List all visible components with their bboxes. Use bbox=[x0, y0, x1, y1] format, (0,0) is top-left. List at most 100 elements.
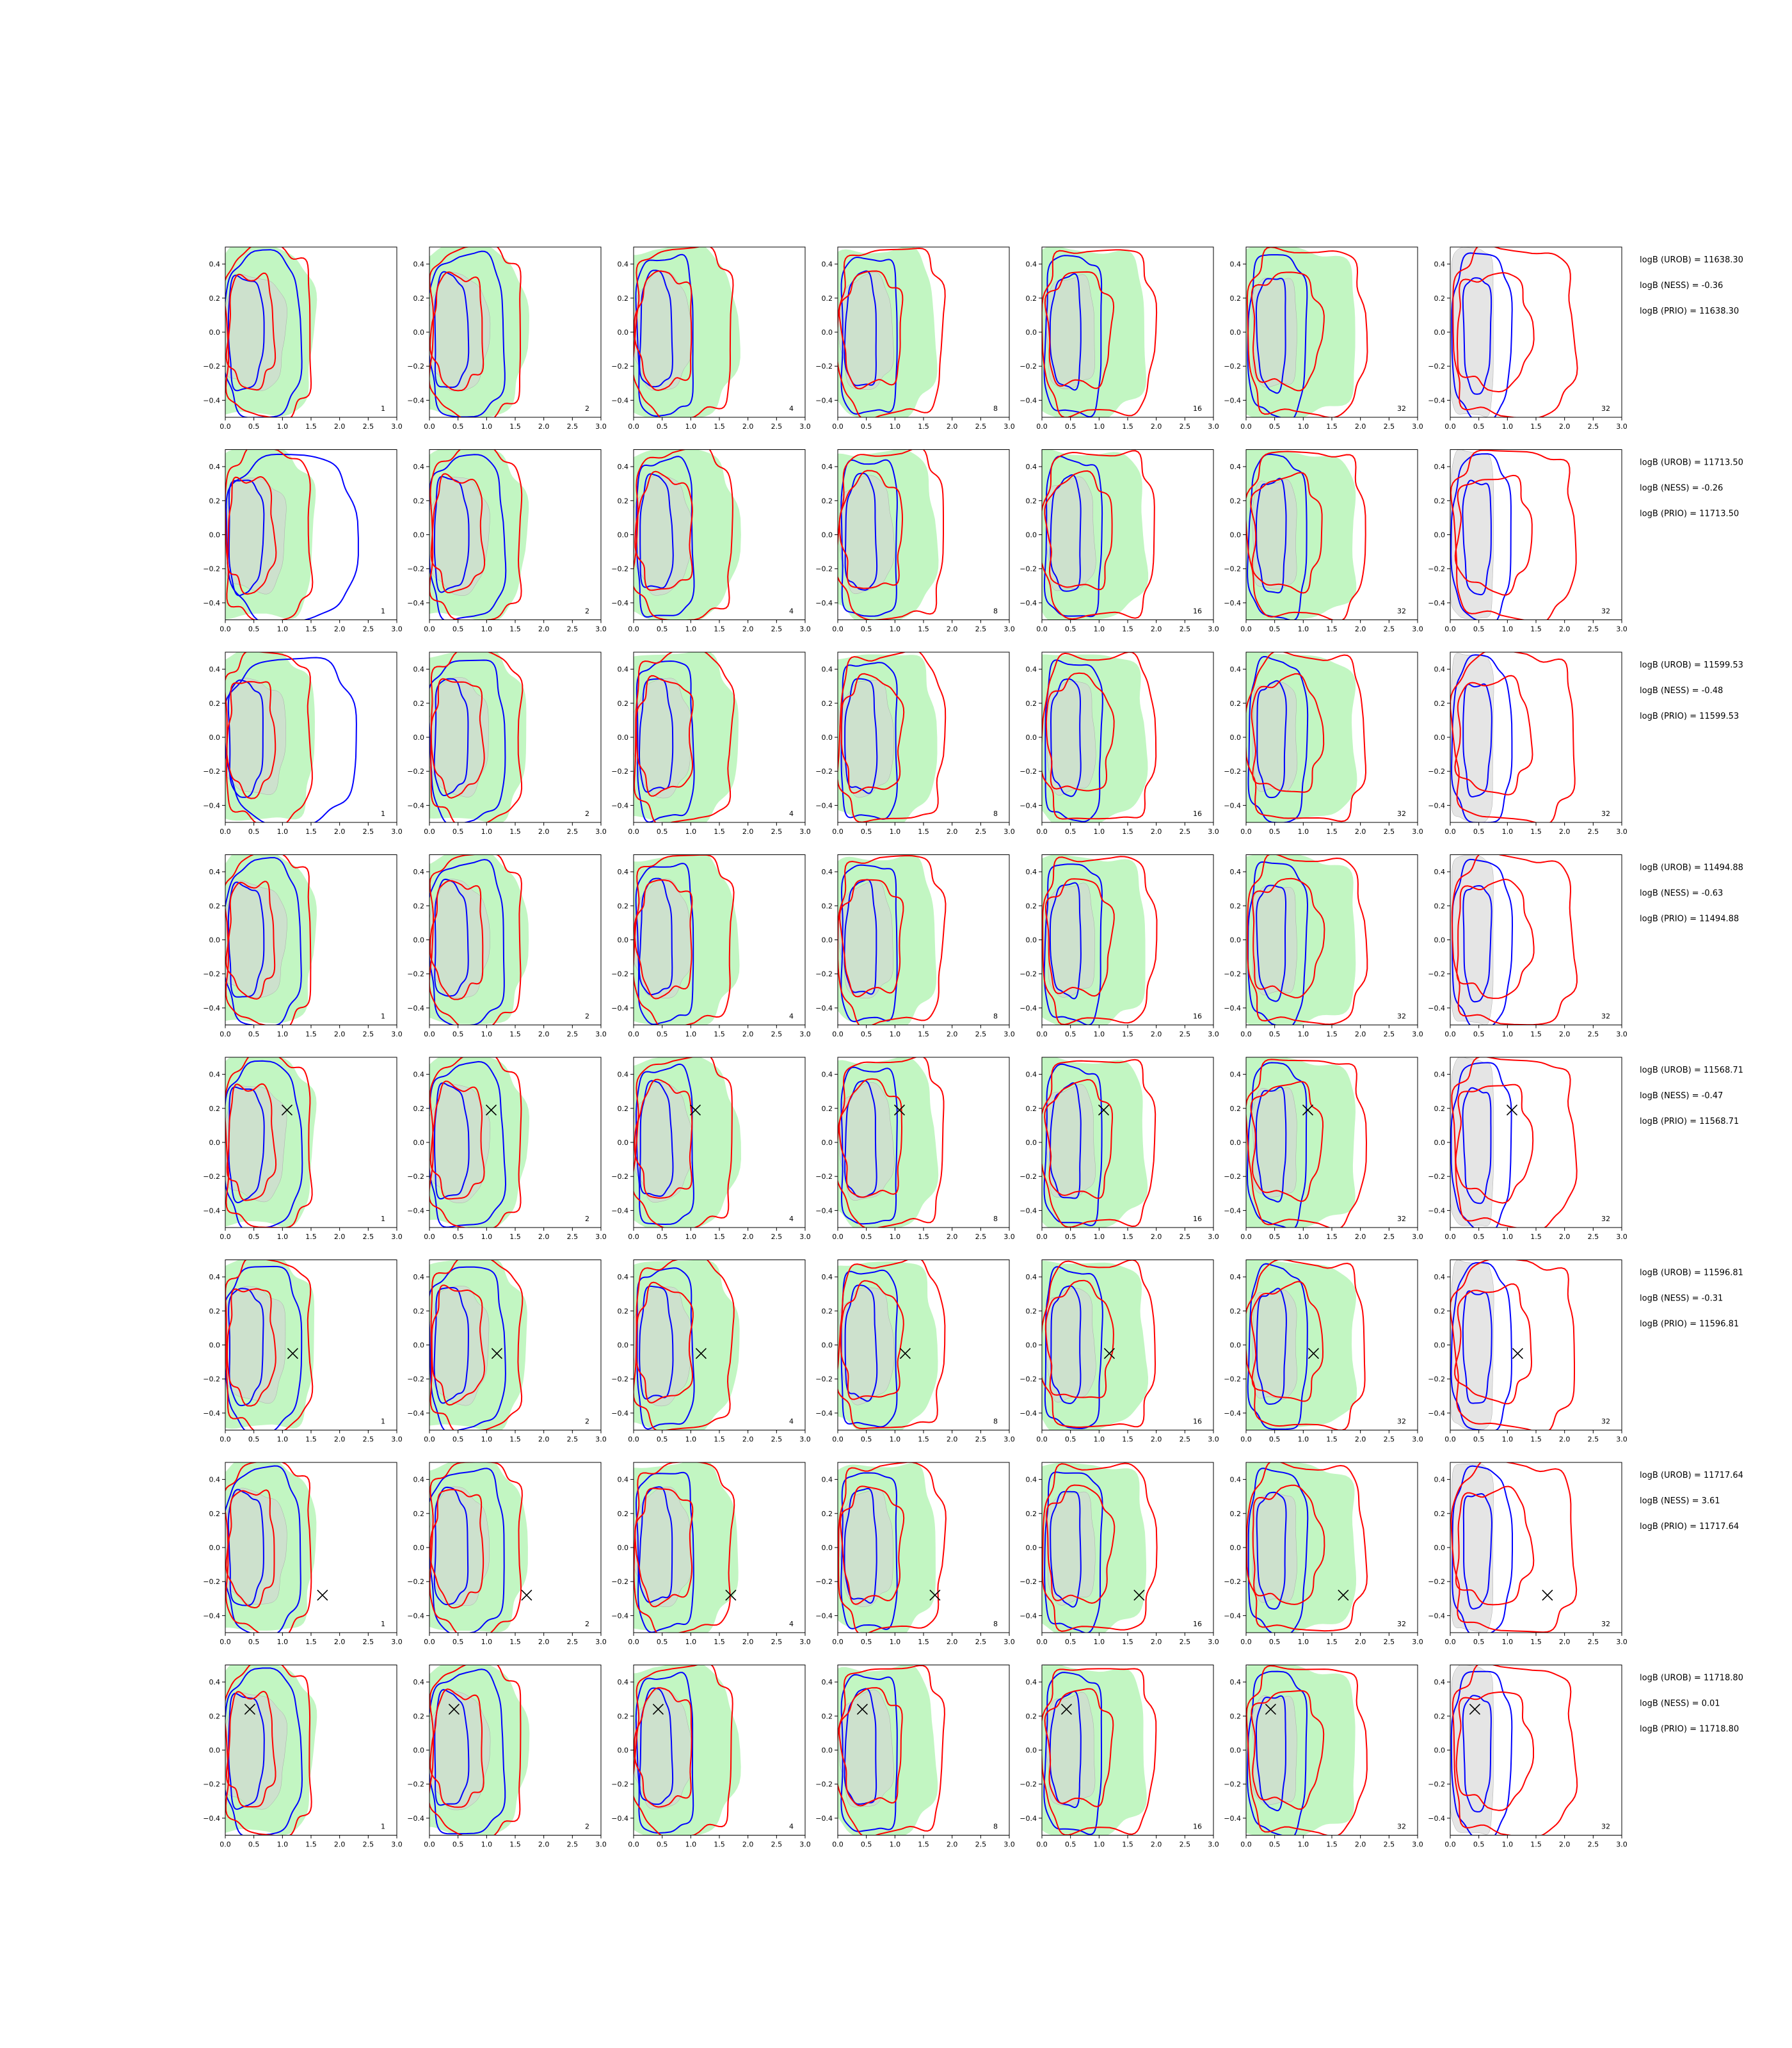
x-tick-label: 1.5 bbox=[1530, 1436, 1542, 1444]
gray-density-region bbox=[429, 1083, 491, 1203]
blue-contour-outer bbox=[635, 863, 694, 1025]
x-tick-label: 2.5 bbox=[1384, 422, 1395, 431]
y-tick-label: −0.2 bbox=[407, 970, 424, 979]
cross-marker bbox=[287, 1348, 298, 1359]
x-tick-label: 1.5 bbox=[305, 1638, 317, 1646]
cross-marker bbox=[893, 1104, 906, 1116]
x-tick-label: 1.0 bbox=[1502, 1233, 1514, 1241]
red-contour-inner bbox=[840, 673, 905, 794]
blue-contour-inner bbox=[844, 879, 877, 995]
red-contour-inner bbox=[839, 879, 904, 998]
blue-contour-outer bbox=[1247, 655, 1309, 822]
blue-contour-inner bbox=[1256, 1491, 1287, 1610]
cross-marker bbox=[521, 1589, 532, 1601]
x-tick-label: 1.5 bbox=[714, 1436, 725, 1444]
x-tick-label: 2.5 bbox=[1180, 828, 1191, 836]
red-contour-outer bbox=[429, 854, 522, 1025]
y-tick-label: −0.4 bbox=[1224, 1004, 1241, 1012]
x-tick-label: 0.5 bbox=[1065, 625, 1076, 634]
y-tick-label: −0.2 bbox=[611, 970, 628, 979]
x-tick-label: 1.5 bbox=[714, 1841, 725, 1849]
x-tick-label: 3.0 bbox=[595, 1436, 607, 1444]
y-tick-label: −0.4 bbox=[1224, 1206, 1241, 1215]
x-tick-label: 1.0 bbox=[685, 1841, 697, 1849]
panel-r2-c7: 0.0 0.5 1.0 1.5 2.0 2.5 3.0 0.4 0.2 0.0 −0.2 −0.4 32 bbox=[1428, 449, 1628, 634]
red-contour-inner bbox=[634, 270, 692, 391]
blue-contour-outer bbox=[225, 453, 359, 620]
x-tick-label: 0.0 bbox=[424, 1638, 435, 1646]
y-tick-label: 0.0 bbox=[413, 1747, 425, 1755]
y-tick-label: −0.4 bbox=[1020, 599, 1037, 607]
y-tick-label: −0.4 bbox=[815, 1206, 833, 1215]
cross-marker bbox=[1133, 1589, 1145, 1601]
red-contour-inner bbox=[429, 1080, 485, 1200]
panel-r2-c3: 0.0 0.5 1.0 1.5 2.0 2.5 3.0 0.4 0.2 0.0 −0.2 −0.4 4 bbox=[611, 449, 811, 634]
red-contour-outer bbox=[1452, 1665, 1578, 1836]
panel-label: 4 bbox=[789, 810, 794, 818]
x-tick-label: 1.0 bbox=[1094, 625, 1105, 634]
x-tick-label: 0.5 bbox=[1473, 1638, 1485, 1646]
x-tick-label: 2.0 bbox=[1559, 828, 1571, 836]
gray-density-region bbox=[429, 271, 491, 392]
x-tick-label: 3.0 bbox=[595, 422, 607, 431]
x-tick-label: 0.0 bbox=[220, 1030, 231, 1039]
x-tick-label: 1.5 bbox=[714, 422, 725, 431]
gray-density-region bbox=[429, 1690, 491, 1811]
x-tick-label: 0.5 bbox=[861, 1638, 872, 1646]
x-tick-label: 0.0 bbox=[1444, 422, 1456, 431]
x-tick-label: 3.0 bbox=[1004, 1030, 1015, 1039]
x-tick-label: 1.5 bbox=[1530, 422, 1542, 431]
red-contour-inner bbox=[1454, 474, 1533, 596]
y-tick-label: −0.4 bbox=[203, 801, 220, 810]
y-tick-label: −0.2 bbox=[407, 1578, 424, 1586]
x-tick-label: 1.5 bbox=[918, 625, 929, 634]
y-tick-label: 0.0 bbox=[822, 328, 833, 337]
red-contour-inner bbox=[1251, 271, 1325, 392]
panel-label: 2 bbox=[585, 1620, 589, 1628]
x-tick-label: 0.5 bbox=[452, 1841, 464, 1849]
red-contour-outer bbox=[838, 1665, 945, 1836]
x-tick-label: 2.5 bbox=[567, 1841, 579, 1849]
x-tick-label: 2.0 bbox=[334, 1841, 346, 1849]
red-contour-inner bbox=[1044, 470, 1113, 591]
blue-contour-inner bbox=[1462, 884, 1492, 1003]
blue-contour-outer bbox=[840, 1066, 898, 1225]
red-contour-inner bbox=[635, 675, 694, 797]
x-tick-label: 0.0 bbox=[1240, 1841, 1252, 1849]
x-tick-label: 1.0 bbox=[1298, 625, 1309, 634]
x-tick-label: 1.0 bbox=[1094, 1030, 1105, 1039]
y-tick-label: 0.0 bbox=[618, 531, 629, 540]
x-tick-label: 0.0 bbox=[1444, 1841, 1456, 1849]
x-tick-label: 0.5 bbox=[1473, 422, 1485, 431]
panel-label: 32 bbox=[1397, 1215, 1406, 1223]
y-tick-label: 0.4 bbox=[1434, 1071, 1446, 1079]
red-contour-inner bbox=[226, 1083, 277, 1201]
x-tick-label: 2.0 bbox=[742, 422, 754, 431]
red-contour-outer bbox=[1452, 247, 1578, 417]
y-tick-label: 0.4 bbox=[1026, 1071, 1037, 1079]
y-tick-label: −0.4 bbox=[1224, 1612, 1241, 1620]
x-tick-label: 2.0 bbox=[538, 828, 550, 836]
x-tick-label: 2.0 bbox=[1151, 828, 1162, 836]
x-tick-label: 1.5 bbox=[1122, 1638, 1133, 1646]
x-tick-label: 1.5 bbox=[305, 422, 317, 431]
panel-label: 1 bbox=[381, 1012, 385, 1021]
y-tick-label: 0.4 bbox=[822, 463, 833, 471]
blue-contour-outer bbox=[1247, 1468, 1309, 1633]
y-tick-label: −0.2 bbox=[611, 1780, 628, 1789]
blue-contour-inner bbox=[638, 1486, 673, 1603]
x-tick-label: 0.0 bbox=[424, 422, 435, 431]
x-tick-label: 0.0 bbox=[1444, 1233, 1456, 1241]
y-tick-label: 0.0 bbox=[618, 1139, 629, 1147]
panel-r5-c3: 0.0 0.5 1.0 1.5 2.0 2.5 3.0 0.4 0.2 0.0 −0.2 −0.4 4 bbox=[611, 1057, 811, 1241]
panel-label: 8 bbox=[993, 1823, 998, 1831]
x-tick-label: 0.0 bbox=[1444, 1638, 1456, 1646]
y-tick-label: −0.4 bbox=[1020, 396, 1037, 404]
red-contour-outer bbox=[1246, 1462, 1368, 1632]
x-tick-label: 0.5 bbox=[657, 1233, 668, 1241]
gray-density-region bbox=[634, 1689, 693, 1809]
y-tick-label: 0.0 bbox=[822, 733, 833, 742]
y-tick-label: −0.2 bbox=[1428, 767, 1445, 776]
x-tick-label: 2.0 bbox=[947, 1638, 958, 1646]
red-contour-inner bbox=[430, 678, 485, 799]
